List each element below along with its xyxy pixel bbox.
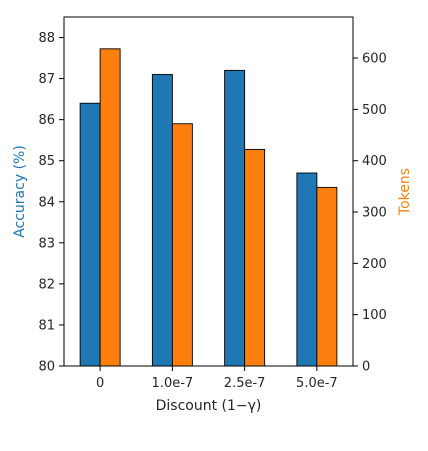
left-tick-label-7: 87 <box>38 72 55 87</box>
right-tick-label-6: 600 <box>362 52 387 67</box>
right-tick-label-5: 500 <box>362 103 387 118</box>
accuracy-bar-3 <box>296 172 318 367</box>
right-tick-label-4: 400 <box>362 154 387 169</box>
x-axis-title: Discount (1−γ) <box>156 398 262 414</box>
tokens-bar-2 <box>244 148 266 367</box>
left-tick-label-1: 81 <box>38 318 55 333</box>
x-tick-label-3: 5.0e-7 <box>296 376 338 391</box>
left-tick-label-8: 88 <box>38 31 55 46</box>
accuracy-bar-1 <box>151 74 173 367</box>
tokens-bar-3 <box>316 186 338 367</box>
accuracy-bar-0 <box>79 102 101 367</box>
left-tick-label-5: 85 <box>38 154 55 169</box>
left-tick-label-0: 80 <box>38 360 55 375</box>
accuracy-bar-2 <box>224 69 246 367</box>
left-axis-ticks: 80 81 82 83 84 85 86 87 88 <box>38 31 64 375</box>
right-tick-label-0: 0 <box>362 360 370 375</box>
plot-frame <box>63 16 354 367</box>
right-tick-label-2: 200 <box>362 257 387 272</box>
right-tick-label-3: 300 <box>362 206 387 221</box>
right-axis-ticks: 0 100 200 300 400 500 600 <box>353 52 387 375</box>
left-tick-label-4: 84 <box>38 195 55 210</box>
x-tick-label-2: 2.5e-7 <box>224 376 266 391</box>
left-tick-label-6: 86 <box>38 113 55 128</box>
x-axis-ticks: 0 1.0e-7 2.5e-7 5.0e-7 <box>96 366 338 391</box>
left-tick-label-3: 83 <box>38 236 55 251</box>
x-tick-label-0: 0 <box>96 376 104 391</box>
left-tick-label-2: 82 <box>38 277 55 292</box>
right-tick-label-1: 100 <box>362 308 387 323</box>
tokens-bar-0 <box>99 48 121 367</box>
bars-group <box>79 48 338 367</box>
tokens-bar-1 <box>171 123 193 367</box>
left-axis-title: Accuracy (%) <box>12 145 28 238</box>
right-axis-title: Tokens <box>397 168 413 216</box>
x-tick-label-1: 1.0e-7 <box>152 376 194 391</box>
